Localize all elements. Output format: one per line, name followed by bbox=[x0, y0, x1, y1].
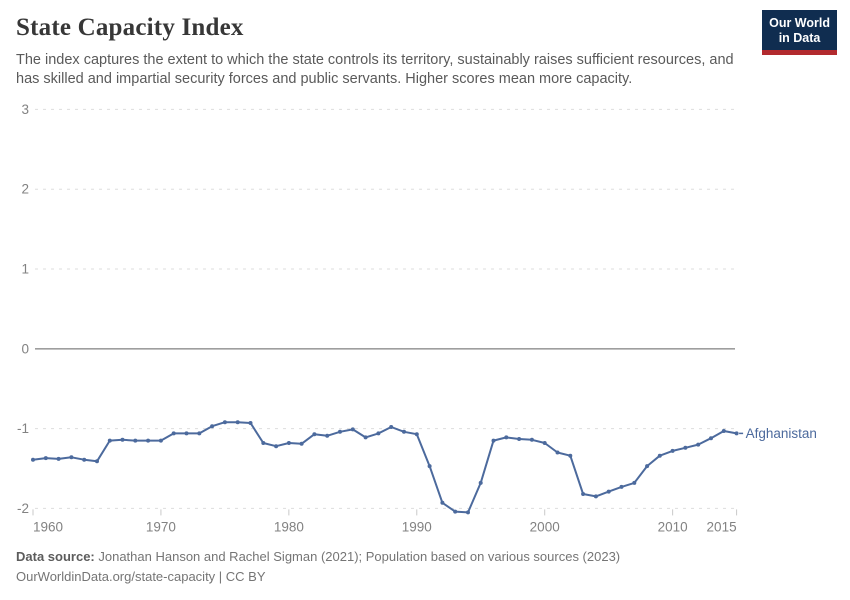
x-axis-label: 1960 bbox=[33, 519, 63, 534]
y-axis-label: -1 bbox=[17, 421, 29, 436]
x-axis-label: 2015 bbox=[707, 519, 737, 534]
data-point bbox=[261, 441, 266, 445]
x-axis-label: 1990 bbox=[402, 519, 432, 534]
data-point bbox=[338, 429, 342, 434]
x-axis-label: 2010 bbox=[658, 519, 688, 534]
data-point bbox=[235, 420, 240, 425]
data-point bbox=[683, 445, 688, 450]
data-point bbox=[555, 450, 560, 455]
data-point bbox=[363, 435, 368, 440]
data-point bbox=[222, 420, 227, 425]
data-point bbox=[670, 448, 675, 453]
data-point bbox=[619, 484, 624, 489]
data-point bbox=[133, 438, 138, 443]
data-point bbox=[312, 432, 317, 437]
data-point bbox=[709, 436, 713, 441]
data-point bbox=[606, 489, 611, 494]
data-point bbox=[721, 429, 726, 433]
data-point bbox=[69, 455, 74, 460]
data-point bbox=[402, 429, 406, 434]
data-point bbox=[82, 457, 87, 462]
data-point bbox=[299, 441, 304, 446]
data-point bbox=[389, 425, 394, 429]
y-axis-label: 0 bbox=[21, 341, 29, 356]
data-point bbox=[158, 438, 163, 443]
data-point bbox=[542, 441, 547, 445]
owid-logo[interactable]: Our World in Data bbox=[762, 10, 837, 55]
data-point bbox=[466, 510, 470, 515]
state-capacity-line-chart: 3 2 1 0 -1 -2 1960 1970 1980 1990 2000 2010 2015 Afgh… bbox=[17, 102, 817, 535]
entity-label-afghanistan[interactable]: Afghanistan bbox=[746, 426, 817, 441]
data-point bbox=[632, 480, 637, 485]
data-point bbox=[210, 424, 215, 429]
data-point bbox=[274, 444, 279, 449]
data-point bbox=[427, 464, 432, 469]
data-point bbox=[593, 494, 598, 499]
chart-footer: Data source: Jonathan Hanson and Rachel … bbox=[16, 547, 620, 586]
data-point bbox=[504, 435, 509, 440]
data-point bbox=[491, 438, 496, 443]
footer-url[interactable]: OurWorldinData.org/state-capacity | CC B… bbox=[16, 568, 266, 584]
data-point bbox=[146, 438, 151, 443]
data-point bbox=[197, 431, 202, 436]
data-point bbox=[107, 438, 112, 443]
data-point bbox=[95, 459, 99, 464]
x-axis-label: 2000 bbox=[530, 519, 560, 534]
data-point bbox=[325, 433, 330, 438]
data-point bbox=[350, 427, 355, 432]
y-axis-label: 2 bbox=[21, 182, 29, 197]
data-point bbox=[734, 431, 739, 436]
data-point bbox=[120, 437, 125, 442]
y-axis-label: 3 bbox=[21, 102, 29, 117]
data-source-text: Jonathan Hanson and Rachel Sigman (2021)… bbox=[94, 549, 621, 564]
data-point bbox=[43, 456, 48, 461]
data-point bbox=[517, 437, 522, 441]
x-axis-label: 1970 bbox=[146, 519, 176, 534]
data-point bbox=[286, 441, 291, 445]
data-source-label: Data source: bbox=[16, 549, 95, 564]
y-axis-label: -2 bbox=[17, 501, 29, 516]
data-point bbox=[31, 457, 35, 462]
data-point bbox=[171, 431, 176, 436]
data-point bbox=[184, 431, 189, 436]
page-subtitle: The index captures the extent to which t… bbox=[16, 52, 734, 88]
data-point bbox=[248, 421, 253, 425]
data-point bbox=[56, 456, 61, 461]
data-point bbox=[440, 500, 445, 505]
data-source-line: Data source: Jonathan Hanson and Rachel … bbox=[16, 547, 620, 567]
data-point bbox=[376, 431, 381, 436]
data-point bbox=[478, 480, 483, 485]
data-point bbox=[568, 453, 573, 458]
data-point bbox=[581, 492, 586, 496]
data-point bbox=[414, 432, 419, 437]
data-point bbox=[453, 509, 458, 514]
data-point bbox=[529, 437, 534, 442]
data-point bbox=[657, 453, 662, 458]
afghanistan-line[interactable] bbox=[32, 421, 738, 514]
data-point bbox=[645, 464, 650, 469]
page-title: State Capacity Index bbox=[16, 14, 244, 41]
data-point bbox=[696, 442, 701, 447]
y-axis-label: 1 bbox=[21, 262, 29, 277]
owid-logo-line1: Our World bbox=[769, 16, 830, 30]
owid-logo-line2: in Data bbox=[778, 30, 821, 45]
x-axis-label: 1980 bbox=[274, 519, 304, 534]
